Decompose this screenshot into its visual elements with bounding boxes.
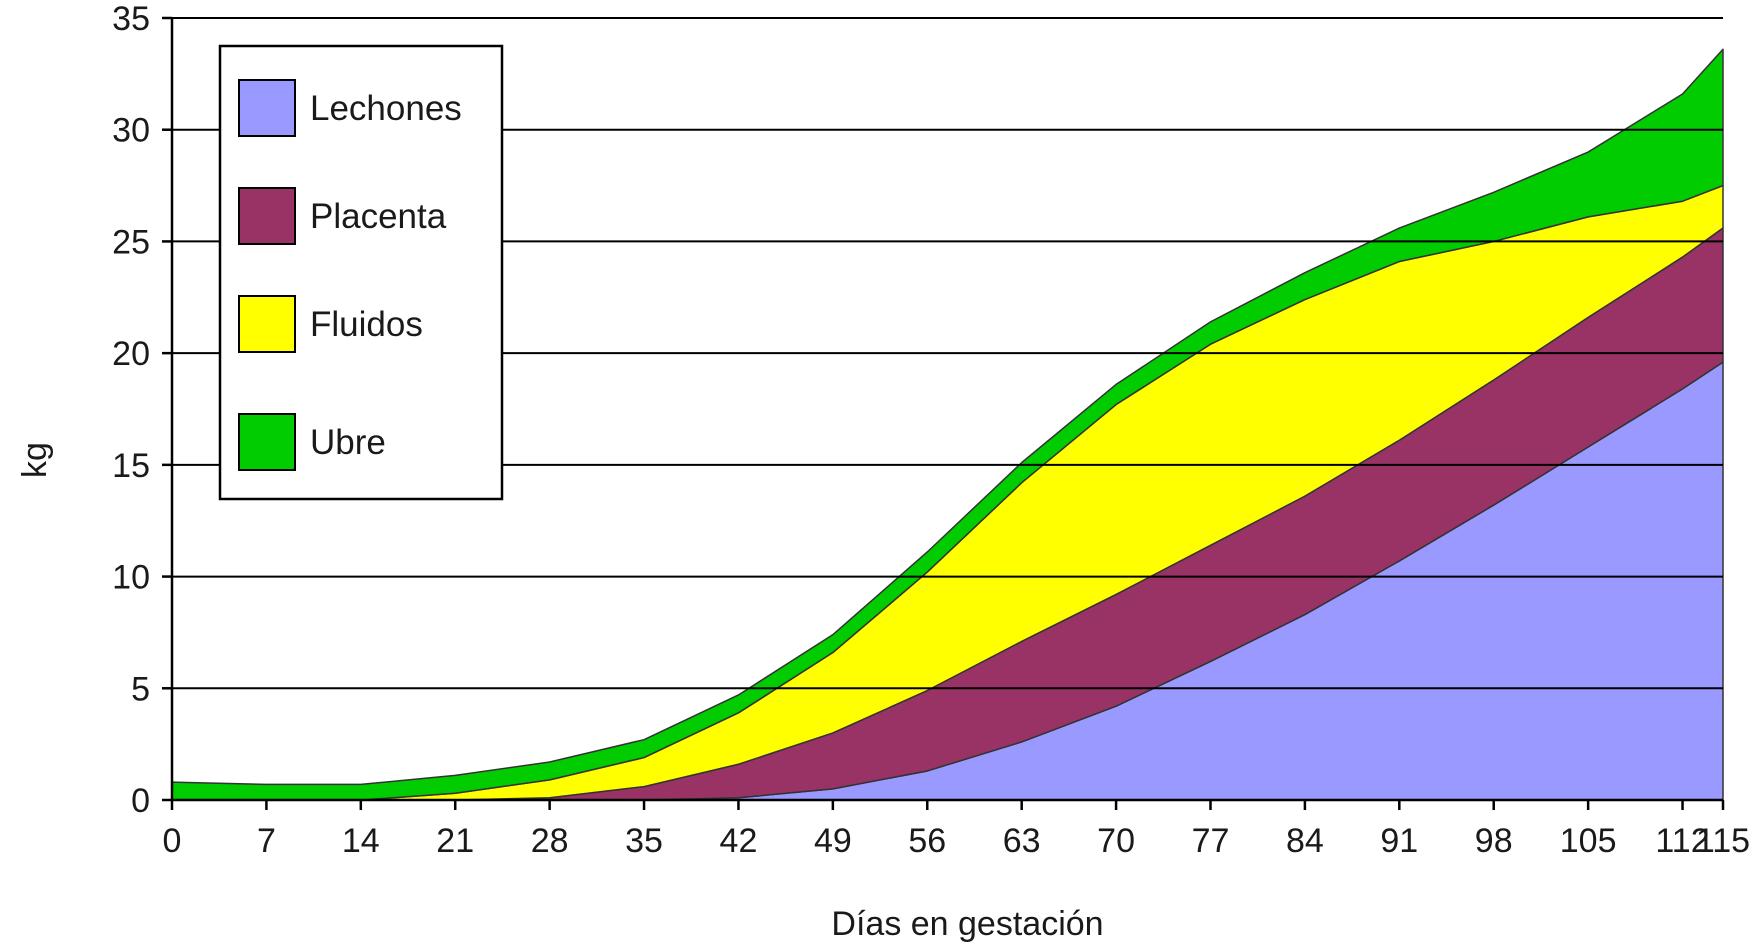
x-tick-label: 77 <box>1192 822 1230 860</box>
y-tick-label: 30 <box>112 112 150 150</box>
y-tick-label: 35 <box>112 0 150 38</box>
legend-swatch-placenta <box>238 187 296 245</box>
x-axis-title: Días en gestación <box>831 905 1103 943</box>
x-tick-label: 56 <box>908 822 946 860</box>
y-tick-label: 0 <box>131 782 150 820</box>
x-tick-label: 7 <box>257 822 276 860</box>
x-tick-label: 21 <box>436 822 474 860</box>
legend-swatch-fluidos <box>238 295 296 353</box>
y-axis-title: kg <box>16 442 54 478</box>
legend-label-fluidos: Fluidos <box>310 305 423 344</box>
legend-swatch-lechones <box>238 79 296 137</box>
y-tick-label: 25 <box>112 223 150 261</box>
y-tick-label: 10 <box>112 559 150 597</box>
y-tick-label: 5 <box>131 670 150 708</box>
legend-label-lechones: Lechones <box>310 89 462 128</box>
legend: Lechones Placenta Fluidos Ubre <box>218 44 504 501</box>
x-tick-label: 70 <box>1097 822 1135 860</box>
x-tick-label: 98 <box>1475 822 1513 860</box>
x-tick-label: 63 <box>1003 822 1041 860</box>
x-tick-label: 49 <box>814 822 852 860</box>
y-tick-label: 15 <box>112 447 150 485</box>
x-tick-label: 112 <box>1655 822 1709 860</box>
x-tick-label: 84 <box>1286 822 1324 860</box>
legend-label-placenta: Placenta <box>310 197 447 236</box>
x-tick-label: 35 <box>625 822 663 860</box>
y-tick-labels: 0 5 10 15 20 25 30 35 <box>112 0 172 820</box>
legend-swatch-ubre <box>238 413 296 471</box>
y-tick-label: 20 <box>112 335 150 373</box>
plot-frame <box>170 18 1723 802</box>
x-tick-label: 115 <box>1696 822 1750 860</box>
x-tick-label: 28 <box>531 822 569 860</box>
x-tick-label: 42 <box>720 822 758 860</box>
x-tick-label: 91 <box>1380 822 1418 860</box>
area-ubre <box>171 48 1724 801</box>
x-tick-label: 105 <box>1560 822 1617 860</box>
x-tick-label: 0 <box>163 822 182 860</box>
legend-label-ubre: Ubre <box>310 423 386 462</box>
x-tick-label: 14 <box>342 822 380 860</box>
